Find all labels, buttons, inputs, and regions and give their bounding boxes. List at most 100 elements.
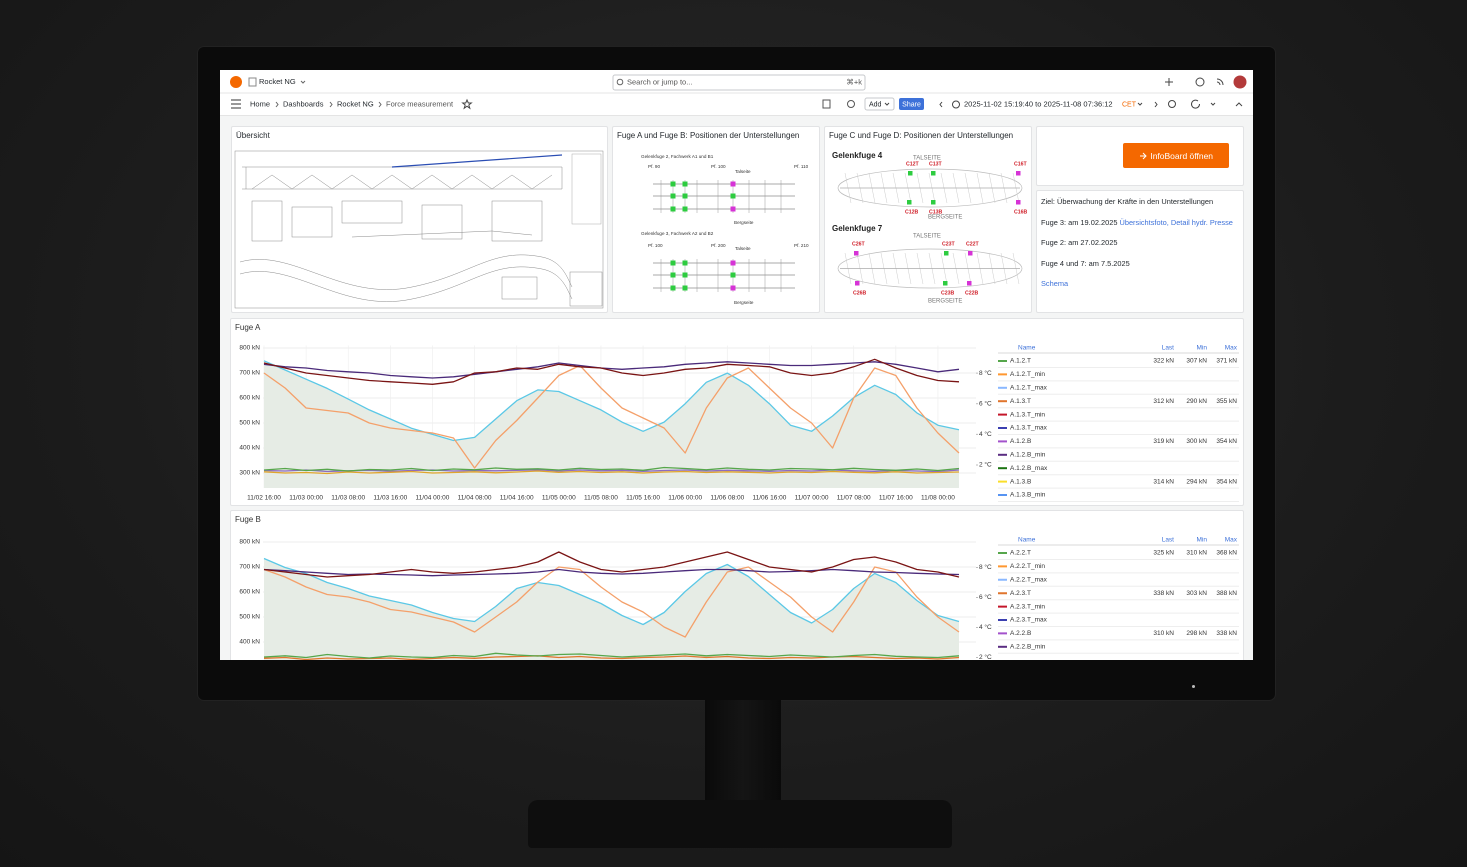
truss bbox=[837, 168, 1023, 208]
sensor-label: C23B bbox=[941, 290, 955, 296]
y2-tick-label: 6 °C bbox=[979, 593, 992, 601]
refresh-icon[interactable] bbox=[1191, 99, 1201, 109]
sensor-marker bbox=[907, 200, 912, 205]
time-forward[interactable] bbox=[1154, 101, 1158, 108]
link[interactable]: Übersichtsfoto, bbox=[1119, 217, 1169, 227]
legend-name: A.1.2.B_max bbox=[1010, 465, 1048, 472]
breadcrumb[interactable]: Dashboards bbox=[283, 99, 324, 108]
sensor-label: C26B bbox=[853, 290, 867, 296]
y2-tick-label: 6 °C bbox=[979, 399, 992, 407]
legend-header: Min bbox=[1197, 537, 1208, 544]
breadcrumb[interactable]: Rocket NG bbox=[337, 99, 374, 108]
legend-value: 294 kN bbox=[1186, 478, 1207, 485]
sensor-marker bbox=[730, 206, 736, 212]
help-icon[interactable] bbox=[1195, 77, 1205, 87]
link[interactable]: Schema bbox=[1041, 279, 1069, 288]
legend-name: A.2.3.T_min bbox=[1010, 603, 1045, 610]
add-button-label: Add bbox=[869, 101, 882, 108]
chart: Fuge B 400 kN 500 kN 600 kN 700 kN 800 kN 2 °C… bbox=[235, 515, 1239, 660]
y-tick-label: 500 kN bbox=[239, 420, 260, 427]
series-line bbox=[263, 470, 960, 475]
series-line bbox=[263, 358, 960, 385]
sensor-marker bbox=[730, 193, 736, 199]
settings-icon[interactable] bbox=[847, 100, 855, 108]
legend-value: 355 kN bbox=[1216, 398, 1237, 405]
sensor-label: C16B bbox=[1014, 209, 1028, 215]
legend-value: 310 kN bbox=[1153, 630, 1174, 637]
info-goal: Ziel: Überwachung der Kräfte in den Unte… bbox=[1041, 197, 1214, 206]
sensor-label: C16T bbox=[1014, 161, 1028, 167]
legend-value: 307 kN bbox=[1186, 358, 1207, 365]
y-tick-label: 500 kN bbox=[239, 614, 260, 621]
legend-value: 314 kN bbox=[1153, 478, 1174, 485]
legend-name: A.2.3.T bbox=[1010, 590, 1031, 597]
menu-icon[interactable] bbox=[231, 99, 241, 109]
infoboard-button-label: InfoBoard öffnen bbox=[1150, 150, 1214, 161]
panel-fuge-cd: Fuge C und Fuge D: Positionen der Unters… bbox=[824, 126, 1032, 313]
legend-name: A.1.3.B bbox=[1010, 478, 1031, 485]
legend-name: A.1.3.T_max bbox=[1010, 425, 1048, 432]
add-button[interactable] bbox=[864, 97, 895, 111]
series-line bbox=[263, 557, 960, 626]
y-tick-label: 400 kN bbox=[239, 445, 260, 452]
x-tick-label: 11/06 08:00 bbox=[710, 495, 744, 502]
time-range[interactable]: 2025-11-02 15:19:40 to 2025-11-08 07:36:… bbox=[964, 99, 1113, 108]
legend-value: 354 kN bbox=[1216, 478, 1237, 485]
diagram-label: Bergseite bbox=[734, 300, 754, 305]
dropdown-icon[interactable] bbox=[300, 80, 306, 84]
legend-value: 371 kN bbox=[1216, 358, 1237, 365]
y-tick-label: 400 kN bbox=[239, 639, 260, 646]
legend-value: 290 kN bbox=[1186, 398, 1207, 405]
legend-name: A.1.2.B bbox=[1010, 438, 1031, 445]
save-icon[interactable] bbox=[822, 99, 831, 109]
series-line bbox=[263, 568, 960, 577]
legend-name: A.1.3.B_min bbox=[1010, 492, 1046, 499]
sensor-label: C12B bbox=[905, 209, 919, 215]
x-tick-label: 11/06 00:00 bbox=[668, 495, 702, 502]
timezone[interactable]: CET bbox=[1122, 101, 1137, 108]
breadcrumb[interactable]: Home bbox=[250, 99, 270, 108]
new-icon[interactable] bbox=[1165, 78, 1173, 86]
diagram-label: Talseite bbox=[735, 246, 751, 251]
zoom-out-icon[interactable] bbox=[1168, 100, 1176, 108]
news-icon[interactable] bbox=[1216, 78, 1224, 86]
legend-header: Name bbox=[1018, 537, 1036, 544]
infoboard-button[interactable]: InfoBoard öffnen bbox=[1123, 143, 1229, 168]
top-bar: Rocket NG Search or jump to... ⌘+k Home … bbox=[220, 70, 1253, 116]
dropdown-icon[interactable] bbox=[1137, 102, 1143, 106]
screen: Rocket NG Search or jump to... ⌘+k Home … bbox=[220, 70, 1253, 660]
time-back[interactable] bbox=[939, 101, 943, 108]
star-icon[interactable] bbox=[461, 98, 473, 110]
y-tick-label: 700 kN bbox=[239, 564, 260, 571]
legend-header: Min bbox=[1197, 345, 1208, 352]
collapse-icon[interactable] bbox=[1235, 102, 1243, 107]
dropdown-icon[interactable] bbox=[1210, 102, 1216, 106]
y2-tick-label: 8 °C bbox=[979, 369, 992, 377]
y2-tick-label: 4 °C bbox=[979, 623, 992, 631]
org-name[interactable]: Rocket NG bbox=[259, 77, 296, 86]
sensor-label: C22T bbox=[966, 241, 980, 247]
info-fuge47: Fuge 4 und 7: am 7.5.2025 bbox=[1041, 258, 1130, 268]
logo[interactable] bbox=[230, 76, 242, 88]
share-button[interactable] bbox=[899, 98, 924, 110]
legend-value: 298 kN bbox=[1186, 630, 1207, 637]
legend-value: 368 kN bbox=[1216, 550, 1237, 557]
diagram-label: BERGSEITE bbox=[928, 299, 962, 305]
diagram-label: Gelenkfuge 3, Fachwerk A2 und B2 bbox=[641, 231, 714, 236]
diagram-label: Bergseite bbox=[734, 220, 754, 225]
legend-header: Name bbox=[1018, 345, 1036, 352]
sensor-marker bbox=[682, 206, 688, 212]
x-tick-label: 11/02 16:00 bbox=[247, 495, 281, 502]
legend-value: 338 kN bbox=[1216, 630, 1237, 637]
series-line bbox=[263, 466, 960, 472]
x-tick-label: 11/04 16:00 bbox=[500, 495, 534, 502]
breadcrumb-current: Force measurement bbox=[386, 99, 454, 108]
search-box[interactable] bbox=[612, 74, 866, 91]
y-tick-label: 300 kN bbox=[239, 470, 260, 477]
avatar[interactable] bbox=[1233, 75, 1247, 89]
y-tick-label: 800 kN bbox=[239, 539, 260, 546]
series-line bbox=[263, 469, 960, 473]
link[interactable]: Detail hydr. Presse bbox=[1170, 217, 1233, 227]
legend-value: 312 kN bbox=[1153, 398, 1174, 405]
